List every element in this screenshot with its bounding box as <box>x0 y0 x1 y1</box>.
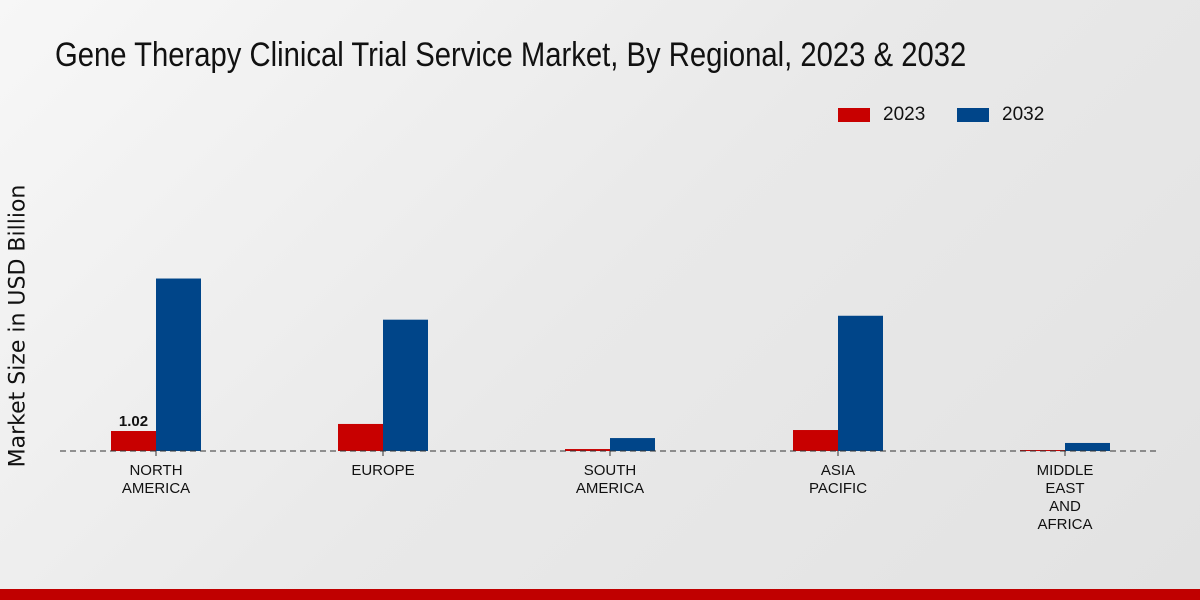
x-tick-label-1: EUROPE <box>351 462 414 479</box>
legend-swatch-2032 <box>957 108 989 122</box>
footer-bar <box>0 589 1200 600</box>
legend-item-2032: 2032 <box>957 104 1044 126</box>
chart-title: Gene Therapy Clinical Trial Service Mark… <box>55 36 967 74</box>
x-tick-label-3: ASIA PACIFIC <box>809 462 867 497</box>
bar-2032-4 <box>1065 442 1110 451</box>
bar-2023-1 <box>338 423 383 451</box>
bar-2032-3 <box>838 315 883 451</box>
bar-2032-0 <box>156 278 201 451</box>
bar-2032-1 <box>383 319 428 451</box>
legend-swatch-2023 <box>838 108 870 122</box>
x-tick-label-0: NORTH AMERICA <box>122 462 190 497</box>
legend-label-2032: 2032 <box>1002 104 1045 125</box>
legend-item-2023: 2023 <box>838 104 925 126</box>
x-tick-label-4: MIDDLE EAST AND AFRICA <box>1037 462 1094 533</box>
bar-2023-2 <box>565 449 610 451</box>
legend-label-2023: 2023 <box>883 104 926 125</box>
bar-2023-3 <box>793 430 838 451</box>
bar-2032-2 <box>610 438 655 451</box>
data-label-0: 1.02 <box>119 413 148 430</box>
bar-2023-0 <box>111 431 156 451</box>
x-tick-label-2: SOUTH AMERICA <box>576 462 644 497</box>
